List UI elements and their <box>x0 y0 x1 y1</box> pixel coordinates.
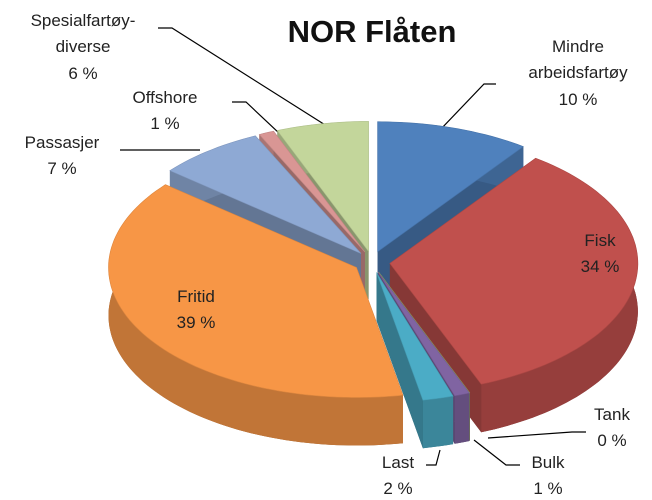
slice-side <box>454 393 470 444</box>
leader-line <box>439 83 496 131</box>
value-label: 1 % <box>150 114 180 134</box>
slice-label: Bulk 1 % <box>513 450 583 500</box>
slice-top <box>377 272 470 397</box>
value-label: 0 % <box>597 431 627 451</box>
slice-side <box>422 396 454 449</box>
slice <box>376 272 454 449</box>
value-label: 2 % <box>383 479 413 499</box>
category-label: Spesialfartøy-diverse <box>30 11 136 57</box>
slice-wall <box>376 272 423 449</box>
value-label: 1 % <box>533 479 563 499</box>
slice-top <box>377 121 524 253</box>
slice-side <box>108 184 403 446</box>
slice-top <box>258 130 366 253</box>
slice-label: Spesialfartøy-diverse 6 % <box>8 8 158 87</box>
category-label: Mindre arbeidsfartøy <box>528 37 628 83</box>
leader-line <box>473 439 520 466</box>
category-label: Last <box>381 453 415 472</box>
value-label: 7 % <box>47 159 77 179</box>
slice-label: Offshore 1 % <box>105 85 225 138</box>
value-label: 6 % <box>68 63 98 83</box>
slice-label: Mindre arbeidsfartøy 10 % <box>503 34 652 113</box>
slice-top <box>378 271 471 394</box>
slice-top <box>108 184 404 398</box>
leader-line <box>487 431 586 439</box>
slice-label: Fritid 39 % <box>146 284 246 337</box>
category-label: Offshore <box>132 88 198 107</box>
slice-label: Fisk 34 % <box>555 228 645 281</box>
category-label: Bulk <box>531 453 565 472</box>
slice-label: Tank 0 % <box>577 402 647 455</box>
slice-label: Passasjer 7 % <box>2 130 122 183</box>
slice-label: Last 2 % <box>363 450 433 500</box>
category-label: Fritid <box>177 287 215 306</box>
category-label: Fisk <box>584 231 616 250</box>
value-label: 10 % <box>558 89 598 109</box>
leader-line <box>426 449 441 466</box>
category-label: Tank <box>594 405 630 424</box>
leader-line <box>158 27 331 129</box>
leader-line <box>232 101 281 135</box>
slice-top <box>389 157 639 385</box>
value-label: 34 % <box>580 257 620 277</box>
slice <box>108 184 404 446</box>
slice-top <box>169 135 362 254</box>
category-label: Passasjer <box>24 133 100 152</box>
slice-top <box>376 272 454 401</box>
slice-top <box>276 121 369 253</box>
value-label: 39 % <box>176 313 216 333</box>
chart-title: NOR Flåten <box>287 14 457 49</box>
leader-lines <box>120 27 586 466</box>
